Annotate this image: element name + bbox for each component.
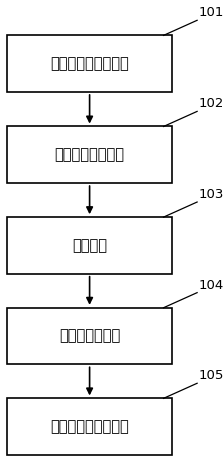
Text: 采集剩余油分布图像: 采集剩余油分布图像 (50, 56, 129, 71)
Bar (7, 35, 172, 92)
Text: 三维重建: 三维重建 (72, 238, 107, 253)
Text: 105: 105 (198, 369, 224, 382)
Text: 计算剩余油特征参数: 计算剩余油特征参数 (50, 419, 129, 434)
Bar (7, 126, 172, 183)
Text: 图像预处理及分割: 图像预处理及分割 (55, 147, 125, 162)
Text: 104: 104 (198, 278, 224, 292)
Text: 统计剩余油信息: 统计剩余油信息 (59, 329, 120, 344)
Bar (7, 398, 172, 455)
Bar (7, 217, 172, 274)
Text: 103: 103 (198, 188, 224, 201)
Text: 101: 101 (198, 6, 224, 19)
Bar (7, 308, 172, 364)
Text: 102: 102 (198, 97, 224, 110)
